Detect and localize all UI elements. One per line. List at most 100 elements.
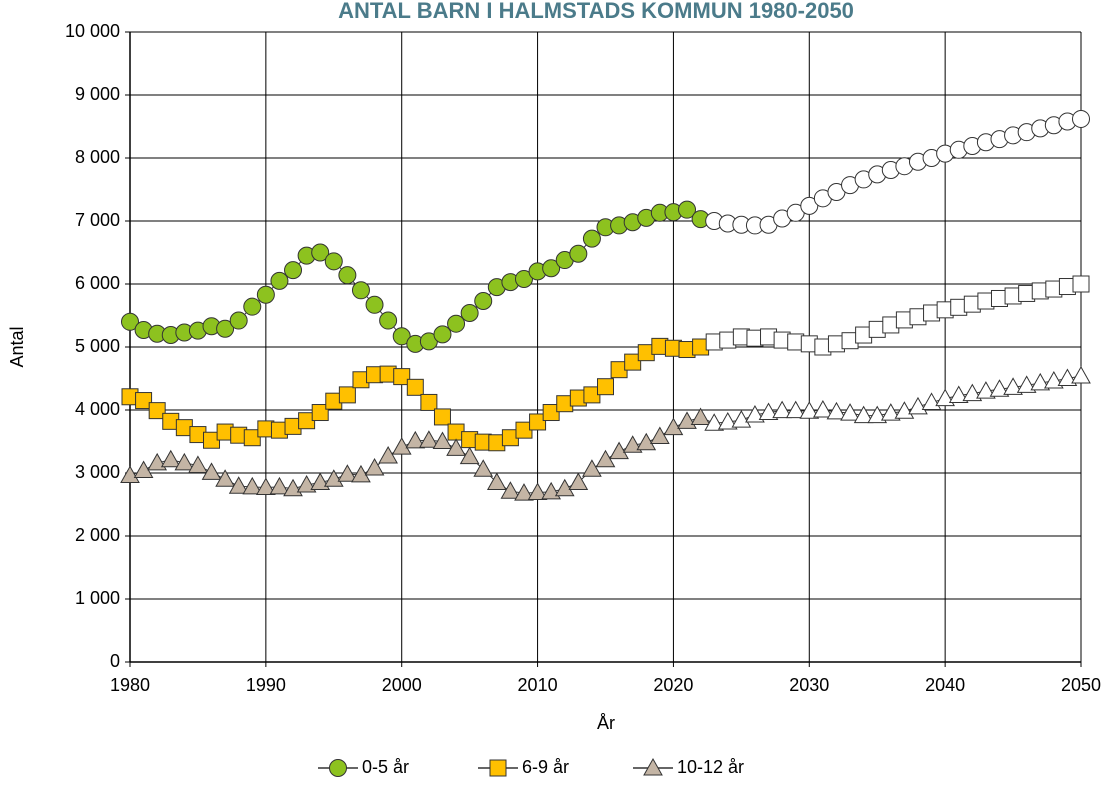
marker (582, 459, 602, 477)
marker (256, 477, 276, 495)
y-tick-label: 5 000 (75, 336, 120, 356)
y-tick-label: 7 000 (75, 210, 120, 230)
x-tick-label: 2020 (653, 675, 693, 695)
marker (433, 408, 451, 426)
x-tick-label: 2040 (925, 675, 965, 695)
marker (643, 757, 663, 776)
marker (569, 244, 588, 263)
marker (284, 261, 303, 280)
marker (243, 297, 262, 316)
marker (677, 411, 697, 429)
marker (799, 401, 820, 419)
marker (474, 292, 493, 311)
marker (962, 383, 983, 402)
x-tick-label: 2010 (518, 675, 558, 695)
marker (542, 404, 560, 422)
marker (527, 482, 548, 501)
marker (1003, 377, 1023, 395)
marker (500, 481, 521, 499)
marker (229, 311, 248, 330)
marker (948, 385, 969, 404)
marker (329, 759, 347, 777)
marker (678, 200, 697, 219)
y-tick-label: 2 000 (75, 525, 120, 545)
marker (419, 430, 439, 448)
marker (406, 378, 424, 396)
marker (717, 411, 738, 430)
marker (853, 405, 874, 424)
marker (663, 417, 684, 436)
marker (311, 243, 330, 262)
y-tick-label: 6 000 (75, 273, 120, 293)
marker (785, 400, 806, 419)
marker (772, 400, 792, 419)
x-tick-label: 2000 (382, 675, 422, 695)
marker (447, 314, 466, 333)
marker (135, 392, 153, 410)
marker (269, 476, 290, 495)
marker (880, 403, 901, 421)
marker (514, 269, 533, 288)
x-axis-label: År (597, 713, 615, 733)
marker (174, 452, 195, 471)
marker (1072, 275, 1090, 293)
marker (459, 446, 480, 465)
marker (446, 438, 466, 456)
marker (188, 455, 208, 473)
x-tick-label: 2030 (789, 675, 829, 695)
marker (840, 403, 860, 421)
y-tick-label: 4 000 (75, 399, 120, 419)
marker (242, 476, 263, 495)
y-tick-label: 3 000 (75, 462, 120, 482)
x-tick-label: 1990 (246, 675, 286, 695)
marker (392, 327, 411, 346)
legend-label: 6-9 år (522, 757, 569, 777)
marker (867, 405, 888, 424)
marker (609, 441, 629, 460)
marker (554, 478, 575, 497)
marker (976, 381, 996, 399)
marker (120, 465, 140, 484)
marker (568, 472, 589, 490)
marker (148, 402, 166, 420)
marker (1071, 365, 1091, 384)
marker (489, 759, 507, 777)
marker (323, 469, 344, 487)
marker (420, 393, 438, 411)
marker (1072, 109, 1090, 128)
legend-label: 0-5 år (362, 757, 409, 777)
marker (622, 435, 643, 453)
marker (636, 432, 657, 451)
y-tick-label: 10 000 (65, 21, 120, 41)
marker (473, 459, 494, 477)
marker (405, 430, 426, 449)
marker (514, 483, 534, 501)
marker (800, 196, 819, 215)
marker (215, 469, 235, 487)
marker (731, 410, 752, 428)
marker (432, 431, 453, 449)
marker (243, 429, 261, 447)
marker (378, 445, 398, 464)
marker (311, 404, 329, 422)
marker (649, 426, 670, 444)
marker (256, 285, 275, 304)
marker (365, 295, 384, 314)
chart-title: ANTAL BARN I HALMSTADS KOMMUN 1980-2050 (338, 0, 854, 23)
marker (460, 303, 479, 322)
marker (160, 449, 181, 468)
marker (379, 311, 398, 330)
marker (296, 474, 317, 493)
y-tick-label: 9 000 (75, 84, 120, 104)
marker (433, 325, 452, 344)
marker (486, 472, 507, 490)
x-tick-label: 2050 (1061, 675, 1101, 695)
marker (745, 405, 765, 423)
marker (393, 368, 411, 386)
marker (542, 259, 561, 278)
marker (989, 379, 1010, 397)
marker (121, 312, 139, 331)
legend-label: 10-12 år (677, 757, 744, 777)
marker (216, 319, 235, 338)
